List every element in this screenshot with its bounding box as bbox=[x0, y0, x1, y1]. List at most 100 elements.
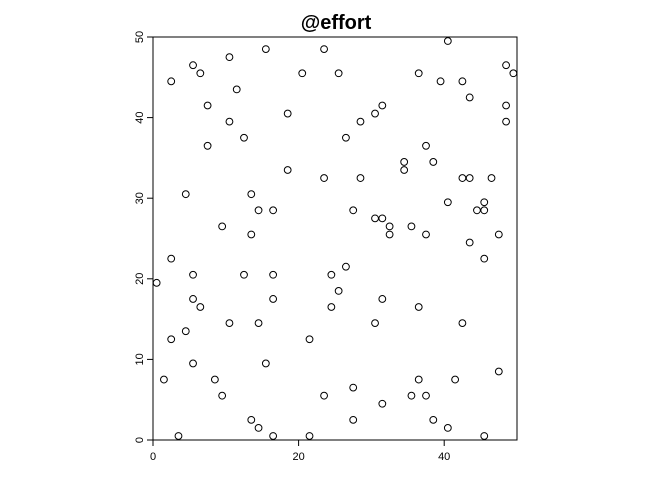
data-point bbox=[283, 109, 292, 118]
data-point bbox=[487, 174, 496, 182]
data-point bbox=[458, 174, 467, 182]
data-point bbox=[414, 69, 423, 78]
data-point bbox=[480, 206, 489, 215]
data-point bbox=[225, 53, 234, 62]
data-point bbox=[218, 391, 227, 400]
data-point bbox=[349, 206, 358, 215]
data-point bbox=[458, 77, 467, 86]
data-point bbox=[269, 270, 278, 279]
data-point bbox=[334, 69, 343, 78]
x-tick-label: 0 bbox=[150, 451, 156, 463]
data-point bbox=[240, 270, 248, 279]
data-point bbox=[203, 141, 212, 150]
data-point bbox=[429, 415, 438, 424]
data-point bbox=[378, 101, 387, 110]
data-point bbox=[210, 375, 219, 384]
data-point bbox=[494, 367, 503, 376]
data-point bbox=[305, 335, 314, 344]
data-point bbox=[465, 93, 474, 102]
data-point bbox=[509, 69, 518, 78]
data-point bbox=[181, 190, 190, 199]
data-point bbox=[356, 174, 365, 182]
data-point bbox=[480, 432, 489, 440]
data-point bbox=[174, 432, 183, 440]
data-point bbox=[327, 270, 336, 279]
data-point bbox=[218, 222, 227, 231]
data-point bbox=[247, 415, 256, 424]
data-point bbox=[320, 391, 328, 400]
data-point bbox=[385, 230, 394, 239]
plot-frame bbox=[152, 36, 518, 441]
data-point bbox=[269, 432, 278, 440]
data-point bbox=[225, 319, 234, 328]
data-point bbox=[240, 133, 248, 142]
y-axis: 0 10 20 30 40 50 bbox=[134, 31, 154, 443]
chart-title: @effort bbox=[301, 12, 372, 34]
data-point bbox=[502, 101, 510, 110]
data-point bbox=[480, 254, 489, 263]
data-point bbox=[298, 69, 307, 78]
data-point bbox=[378, 214, 387, 223]
data-point bbox=[436, 77, 445, 86]
data-point bbox=[465, 238, 474, 247]
data-point bbox=[378, 399, 387, 408]
data-point bbox=[334, 286, 343, 295]
data-point bbox=[378, 295, 387, 303]
x-tick-label: 40 bbox=[438, 451, 450, 463]
data-point bbox=[196, 303, 205, 311]
data-point bbox=[327, 303, 336, 311]
data-point bbox=[254, 206, 263, 215]
data-point bbox=[152, 278, 161, 287]
data-point bbox=[458, 319, 467, 328]
data-point bbox=[414, 303, 423, 311]
data-point bbox=[342, 262, 350, 271]
y-tick-label: 30 bbox=[134, 192, 146, 204]
data-point bbox=[167, 254, 176, 263]
data-point bbox=[422, 391, 430, 400]
x-axis: 0 20 40 bbox=[150, 439, 450, 463]
y-tick-label: 50 bbox=[134, 31, 146, 43]
data-point bbox=[160, 375, 168, 384]
data-point bbox=[443, 198, 452, 207]
data-point bbox=[261, 45, 270, 53]
y-tick-label: 0 bbox=[134, 437, 146, 443]
data-point bbox=[422, 141, 430, 150]
data-point bbox=[443, 37, 452, 45]
data-point bbox=[342, 133, 350, 142]
data-point bbox=[269, 206, 278, 215]
data-point bbox=[189, 61, 197, 70]
data-point bbox=[473, 206, 481, 215]
data-point bbox=[232, 85, 241, 94]
data-point bbox=[349, 383, 358, 392]
data-point bbox=[422, 230, 430, 239]
data-point bbox=[261, 359, 270, 368]
data-point bbox=[407, 222, 416, 231]
data-point bbox=[254, 424, 263, 432]
y-tick-label: 10 bbox=[134, 353, 146, 365]
data-point bbox=[189, 295, 197, 303]
data-point bbox=[465, 174, 474, 182]
data-point bbox=[451, 375, 460, 384]
data-point bbox=[371, 109, 379, 118]
data-point bbox=[181, 327, 190, 336]
y-tick-label: 20 bbox=[134, 273, 146, 285]
data-point bbox=[480, 198, 489, 207]
data-point bbox=[400, 166, 409, 174]
data-point bbox=[443, 424, 452, 432]
data-point bbox=[320, 174, 328, 182]
data-point bbox=[203, 101, 212, 110]
data-point bbox=[502, 117, 510, 126]
data-point bbox=[305, 432, 314, 440]
data-point bbox=[385, 222, 394, 231]
data-point bbox=[167, 335, 176, 344]
data-point bbox=[400, 158, 409, 166]
data-point bbox=[225, 117, 234, 126]
data-point bbox=[167, 77, 176, 86]
x-tick-label: 20 bbox=[292, 451, 304, 463]
data-point bbox=[407, 391, 416, 400]
data-point bbox=[429, 158, 438, 166]
data-point bbox=[196, 69, 205, 78]
data-point bbox=[254, 319, 263, 328]
data-point bbox=[494, 230, 503, 239]
